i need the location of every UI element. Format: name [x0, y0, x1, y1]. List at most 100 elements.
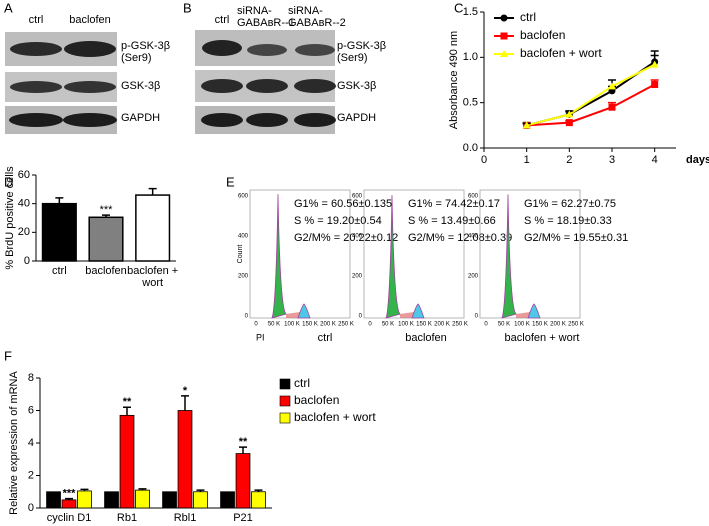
band-label-box: GAPDH	[121, 112, 161, 124]
y-tick-label: 1.5	[463, 6, 478, 18]
x-tick-label: Rbl1	[173, 512, 197, 524]
legend-swatch	[279, 395, 291, 407]
x-tick-label-box: Rb1	[116, 512, 138, 524]
legend-label: baclofen	[520, 28, 565, 42]
y-tick-label: 1.0	[463, 51, 478, 63]
legend-label: ctrl	[294, 376, 310, 390]
panel-label: A	[4, 0, 13, 15]
lane-label: siRNA-GABAʙR--2	[288, 5, 346, 29]
lane-label-box: siRNA-GABAʙR--1	[237, 5, 295, 29]
sample-label: baclofen + wort	[505, 332, 580, 344]
y-tick-label: 0	[359, 314, 363, 320]
y-tick-label: 20	[18, 226, 30, 238]
x-tick-label: 50 K	[268, 322, 280, 328]
y-tick-label: 400	[352, 234, 363, 240]
x-tick-label: Rb1	[116, 512, 138, 524]
axis-title: Count	[237, 245, 244, 264]
legend-swatch	[279, 412, 291, 424]
bar	[88, 216, 124, 262]
y-tick-label: 4	[28, 437, 34, 449]
x-tick-label: 100 K	[514, 322, 530, 328]
band-label: p-GSK-3β (Ser9)	[121, 40, 171, 64]
panel-label: E	[226, 174, 235, 189]
x-tick-label: 200 K	[320, 322, 336, 328]
x-tick-label: 4	[652, 154, 658, 166]
band-label-box: p-GSK-3β (Ser9)	[121, 40, 171, 64]
x-tick-label: 150 K	[302, 322, 318, 328]
lane-label: baclofen	[69, 14, 111, 26]
y-tick-label: 600	[468, 194, 479, 200]
x-tick-label: 100 K	[284, 322, 300, 328]
annotation: *	[183, 385, 188, 397]
y-tick-label: 400	[238, 234, 249, 240]
histogram-g1	[501, 194, 517, 319]
band-label: GAPDH	[337, 112, 377, 124]
bar	[220, 491, 235, 509]
x-tick-label-box: baclofen	[85, 265, 127, 277]
x-tick-label: 0	[254, 322, 258, 328]
y-tick-label: 0	[475, 314, 479, 320]
x-tick-label: 0	[484, 322, 488, 328]
x-tick-label: 50 K	[382, 322, 394, 328]
lane-label: ctrl	[215, 14, 230, 26]
error-bar	[123, 406, 131, 416]
bar	[162, 491, 177, 509]
histogram-g2	[527, 303, 541, 319]
x-tick-label: 2	[566, 154, 572, 166]
bar	[235, 453, 251, 509]
y-tick-label: 0	[24, 255, 30, 267]
stat-text: G1% = 60.56±0.135	[294, 198, 392, 210]
stat-text: S % = 18.19±0.33	[524, 215, 612, 227]
stat-text: S % = 19.20±0.54	[294, 215, 382, 227]
band-label: GSK-3β	[121, 80, 161, 92]
blot-b	[195, 30, 336, 134]
y-axis-title: Absorbance 490 nm	[448, 31, 460, 129]
x-tick-label: 100 K	[398, 322, 414, 328]
error-bar	[55, 197, 64, 204]
x-tick-label: 50 K	[498, 322, 510, 328]
bar	[61, 499, 77, 509]
histogram-g2	[411, 303, 425, 319]
annotation: ***	[63, 487, 77, 499]
error-bar	[181, 395, 189, 411]
bar	[119, 414, 135, 509]
x-tick-label: 250 K	[338, 322, 354, 328]
y-tick-label: 40	[18, 198, 30, 210]
y-axis-title: % BrdU positive cells	[4, 166, 16, 270]
legend-marker	[500, 14, 508, 22]
marker	[565, 119, 573, 127]
axis-title: PI	[256, 332, 265, 342]
histogram-s	[286, 312, 300, 318]
x-tick-label: baclofen + wort	[127, 265, 179, 289]
bar	[135, 489, 150, 509]
stat-text: G1% = 74.42±0.17	[408, 198, 500, 210]
x-axis-title: days	[686, 154, 709, 166]
x-tick-label: ctrl	[51, 265, 67, 277]
marker	[608, 82, 616, 90]
band-label: p-GSK-3β (Ser9)	[337, 40, 387, 64]
sample-label: ctrl	[318, 332, 333, 344]
annotation: ***	[100, 204, 114, 216]
legend-marker	[500, 50, 508, 57]
x-tick-label: 3	[609, 154, 615, 166]
y-tick-label: 6	[28, 404, 34, 416]
panel-label: F	[4, 348, 12, 363]
bar	[46, 491, 61, 509]
y-tick-label: 2	[28, 469, 34, 481]
band-label-box: GSK-3β	[121, 80, 161, 92]
histogram-g2	[297, 303, 311, 319]
legend-label: ctrl	[520, 10, 536, 24]
marker	[651, 81, 659, 89]
x-tick-label: 1	[524, 154, 530, 166]
x-tick-label: 250 K	[452, 322, 468, 328]
band-label: GAPDH	[121, 112, 161, 124]
y-tick-label: 200	[352, 274, 363, 280]
lane-label: siRNA-GABAʙR--1	[237, 5, 295, 29]
bar	[177, 410, 193, 509]
stat-text: G2/M% = 12.08±0.39	[408, 232, 512, 244]
x-tick-label: 0	[481, 154, 487, 166]
y-tick-label: 200	[468, 274, 479, 280]
error-bar	[239, 446, 247, 454]
x-tick-label-box: ctrl	[51, 265, 67, 277]
